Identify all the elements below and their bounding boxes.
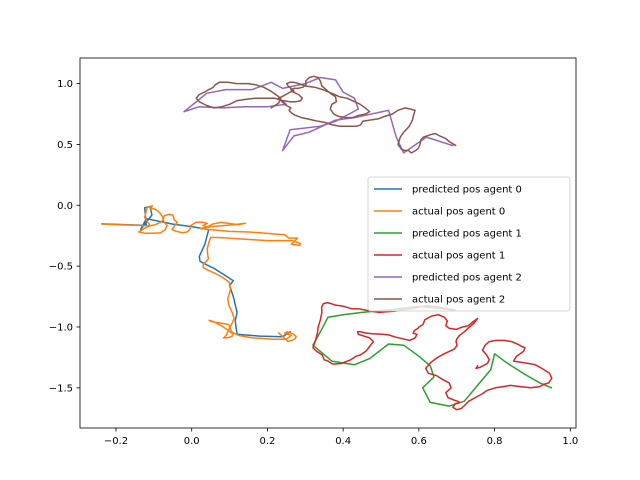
series-line-2 — [312, 305, 553, 407]
y-tick-label: 0.0 — [57, 201, 73, 212]
series-line-0 — [101, 205, 292, 338]
x-tick-label: 0.6 — [411, 436, 427, 447]
series-line-1 — [101, 205, 302, 343]
y-tick-label: 1.0 — [57, 79, 73, 90]
x-axis: −0.2 0.0 0.2 0.4 0.6 0.8 1.0 — [104, 428, 578, 447]
x-tick-label: 0.2 — [259, 436, 275, 447]
series-line-3 — [312, 301, 553, 411]
legend-label-1: actual pos agent 0 — [412, 207, 505, 218]
legend: predicted pos agent 0 actual pos agent 0 p… — [367, 176, 571, 312]
y-tick-label: −1.5 — [49, 383, 73, 394]
legend-label-5: actual pos agent 2 — [412, 295, 505, 306]
y-tick-label: −0.5 — [49, 262, 73, 273]
x-tick-label: 0.8 — [487, 436, 503, 447]
legend-label-0: predicted pos agent 0 — [412, 185, 522, 196]
y-axis: 1.0 0.5 0.0 −0.5 −1.0 −1.5 — [49, 79, 80, 394]
legend-box — [367, 176, 571, 312]
x-tick-label: 0.0 — [184, 436, 200, 447]
x-tick-label: 0.4 — [335, 436, 351, 447]
legend-label-4: predicted pos agent 2 — [412, 273, 522, 284]
series-line-5 — [195, 75, 457, 154]
axes-frame — [79, 57, 577, 429]
x-tick-label: 1.0 — [562, 436, 578, 447]
x-tick-label: −0.2 — [104, 436, 128, 447]
y-tick-label: 0.5 — [57, 140, 73, 151]
legend-label-2: predicted pos agent 1 — [412, 229, 522, 240]
legend-label-3: actual pos agent 1 — [412, 251, 505, 262]
y-tick-label: −1.0 — [49, 322, 73, 333]
series-layer — [101, 75, 553, 411]
